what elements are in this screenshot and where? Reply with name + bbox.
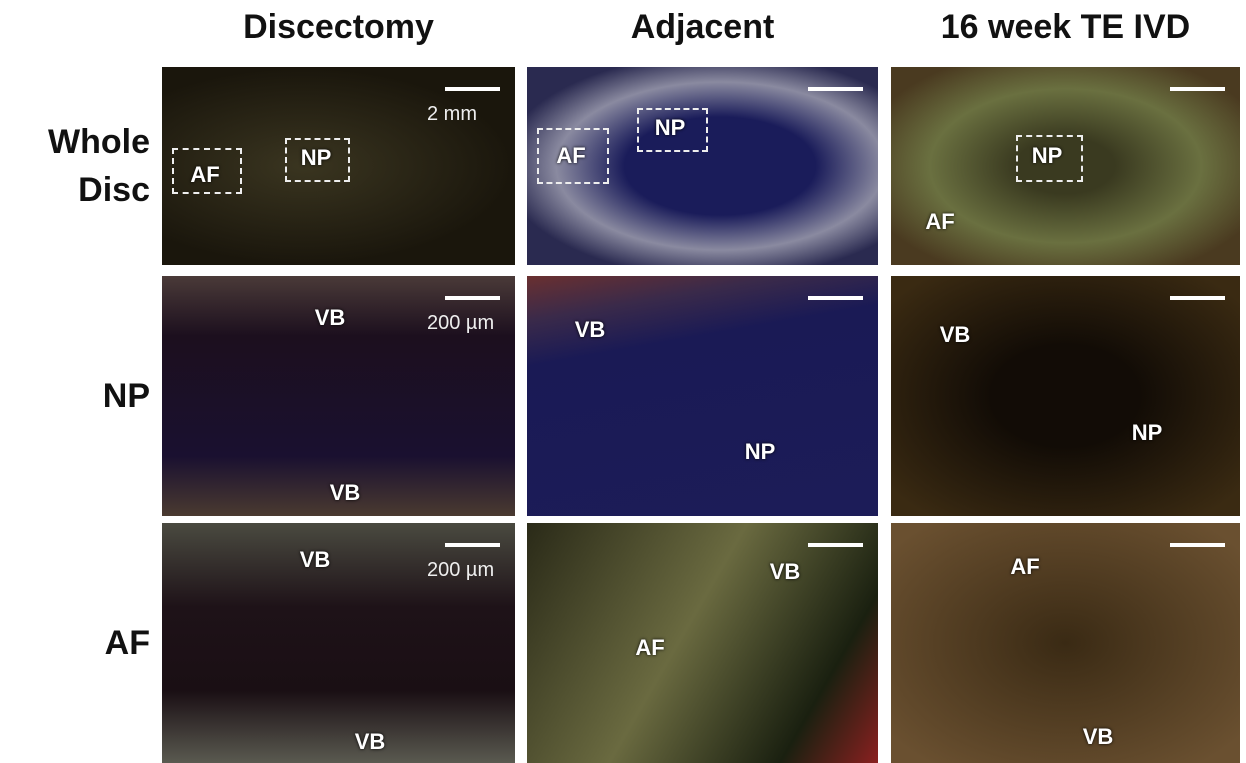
scale-label: 200 µm xyxy=(427,312,494,335)
scale-label: 2 mm xyxy=(427,103,477,126)
row-label: AF xyxy=(0,619,150,667)
column-header: 16 week TE IVD xyxy=(891,8,1240,47)
micrograph xyxy=(891,276,1240,516)
region-label: VB xyxy=(355,729,386,755)
scale-bar xyxy=(808,296,863,300)
region-label: AF xyxy=(635,635,664,661)
region-label: VB xyxy=(330,480,361,506)
region-label: AF xyxy=(190,162,219,188)
row-label: NP xyxy=(0,372,150,420)
region-label: AF xyxy=(1010,554,1039,580)
region-label: VB xyxy=(940,322,971,348)
scale-bar xyxy=(1170,296,1225,300)
region-label: NP xyxy=(301,145,332,171)
region-label: NP xyxy=(655,115,686,141)
scale-bar xyxy=(445,296,500,300)
column-header: Discectomy xyxy=(162,8,515,47)
scale-bar xyxy=(1170,87,1225,91)
region-label: AF xyxy=(925,209,954,235)
scale-bar xyxy=(445,543,500,547)
scale-bar xyxy=(808,87,863,91)
region-label: AF xyxy=(556,143,585,169)
scale-bar xyxy=(808,543,863,547)
region-label: VB xyxy=(575,317,606,343)
scale-label: 200 µm xyxy=(427,559,494,582)
scale-bar xyxy=(445,87,500,91)
micrograph xyxy=(527,276,878,516)
region-label: VB xyxy=(770,559,801,585)
micrograph xyxy=(891,523,1240,763)
region-label: VB xyxy=(315,305,346,331)
region-label: NP xyxy=(1032,143,1063,169)
row-label: Whole Disc xyxy=(0,118,150,214)
region-label: VB xyxy=(1083,724,1114,750)
region-label: NP xyxy=(1132,420,1163,446)
region-label: VB xyxy=(300,547,331,573)
region-label: NP xyxy=(745,439,776,465)
column-header: Adjacent xyxy=(527,8,878,47)
micrograph xyxy=(527,523,878,763)
figure: Discectomy Adjacent 16 week TE IVD Whole Di… xyxy=(0,0,1246,763)
scale-bar xyxy=(1170,543,1225,547)
